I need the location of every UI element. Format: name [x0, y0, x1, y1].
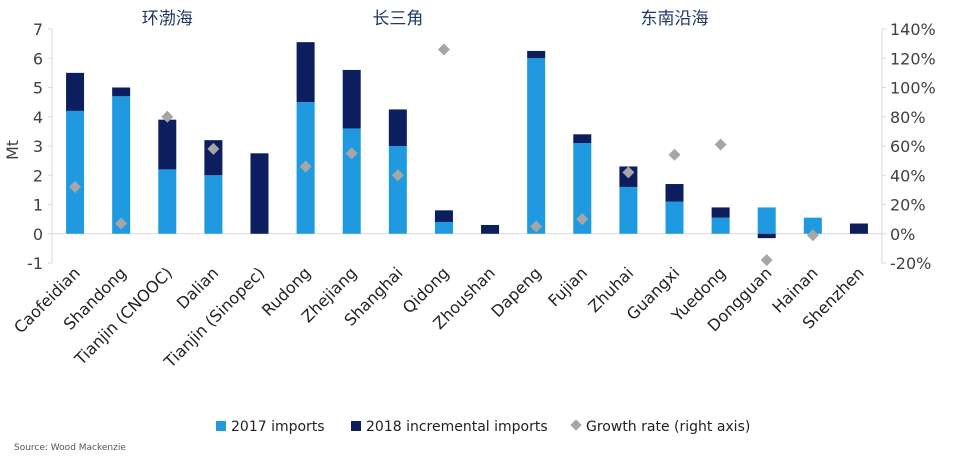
bar-2018-incremental — [297, 42, 315, 102]
left-tick-label: 1 — [33, 196, 43, 215]
bar-2018-incremental — [158, 120, 176, 170]
y-axis-title: Mt — [3, 140, 22, 160]
category-label: Dapeng — [487, 263, 545, 321]
right-tick-label: 40% — [890, 166, 926, 185]
bar-2018-incremental — [251, 153, 269, 233]
growth-marker — [669, 149, 681, 161]
left-tick-label: 7 — [33, 20, 43, 39]
region-label: 长三角 — [372, 9, 423, 29]
bar-2017-imports — [435, 222, 453, 234]
bar-2018-incremental — [66, 73, 84, 111]
bar-2017-imports — [343, 128, 361, 233]
source-note: Source: Wood Mackenzie — [14, 443, 126, 453]
bar-2017-imports — [112, 96, 130, 233]
bar-2018-incremental — [112, 88, 130, 97]
bar-2017-imports — [158, 169, 176, 233]
bar-2018-incremental — [343, 70, 361, 129]
left-tick-label: 3 — [33, 137, 43, 156]
bar-2017-imports — [758, 207, 776, 233]
bar-2017-imports — [66, 111, 84, 234]
left-tick-label: 5 — [33, 79, 43, 98]
right-tick-label: 140% — [890, 20, 936, 39]
right-tick-label: -20% — [890, 254, 931, 273]
right-tick-label: 120% — [890, 49, 936, 68]
left-tick-label: 6 — [33, 49, 43, 68]
bar-2017-imports — [619, 187, 637, 234]
left-tick-label: 2 — [33, 166, 43, 185]
left-tick-label: 4 — [33, 108, 43, 127]
region-labels: 环渤海 长三角 东南沿海 — [142, 9, 709, 29]
region-label: 环渤海 — [142, 9, 193, 29]
bar-2018-incremental — [481, 225, 499, 234]
legend-swatch-2017 — [216, 421, 226, 431]
legend: 2017 imports 2018 incremental imports Gr… — [216, 419, 750, 435]
legend-label-2018: 2018 incremental imports — [366, 419, 548, 435]
left-tick-label: -1 — [27, 254, 43, 273]
right-y-axis: -20% 0% 20% 40% 60% 80% 100% 120% 140% — [882, 20, 936, 273]
growth-marker — [715, 139, 727, 151]
right-tick-label: 20% — [890, 196, 926, 215]
bar-2018-incremental — [712, 207, 730, 217]
bar-2018-incremental — [850, 224, 868, 234]
right-tick-label: 100% — [890, 79, 936, 98]
legend-label-growth: Growth rate (right axis) — [586, 419, 750, 435]
bars — [66, 42, 868, 238]
growth-marker — [438, 43, 450, 55]
legend-label-2017: 2017 imports — [231, 419, 325, 435]
bar-2017-imports — [389, 146, 407, 234]
bar-2018-incremental — [573, 134, 591, 143]
right-tick-label: 60% — [890, 137, 926, 156]
right-tick-label: 80% — [890, 108, 926, 127]
bar-2017-imports — [666, 202, 684, 234]
bar-2018-incremental — [389, 109, 407, 146]
legend-swatch-growth — [570, 419, 581, 430]
left-tick-label: 0 — [33, 225, 43, 244]
region-label: 东南沿海 — [641, 9, 709, 29]
bar-2018-incremental — [435, 210, 453, 222]
bar-2017-imports — [204, 175, 222, 234]
bar-2018-incremental — [758, 234, 776, 238]
bar-2018-incremental — [527, 51, 545, 58]
bar-2017-imports — [712, 218, 730, 234]
left-y-axis: -1 0 1 2 3 4 5 6 7 — [27, 20, 882, 273]
right-tick-label: 0% — [890, 225, 915, 244]
legend-swatch-2018 — [351, 421, 361, 431]
bar-2018-incremental — [666, 184, 684, 202]
bar-2017-imports — [527, 58, 545, 234]
